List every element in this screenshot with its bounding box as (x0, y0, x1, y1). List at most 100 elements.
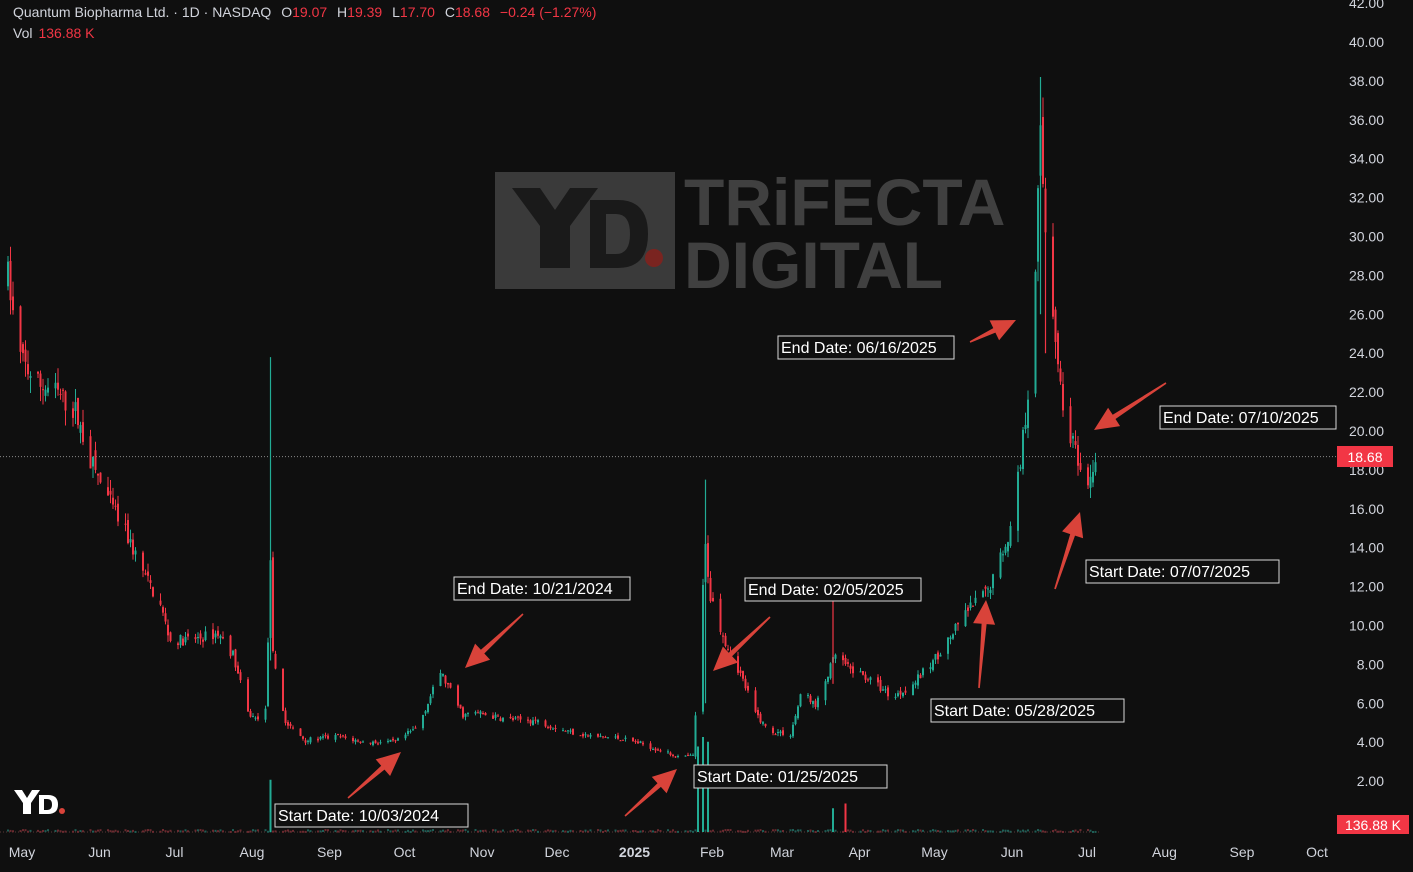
volume-bar (637, 830, 639, 833)
candle-body (144, 573, 147, 575)
candle-body (392, 738, 394, 741)
candle-body (789, 735, 792, 737)
candle-body (762, 722, 764, 724)
volume-bar (317, 830, 319, 833)
volume-bar (442, 829, 444, 832)
candle-body (284, 710, 287, 723)
volume-bar (807, 829, 809, 832)
candle-body (549, 726, 552, 729)
volume-bar (617, 830, 619, 833)
volume-bar (274, 830, 277, 833)
candle-body (772, 727, 774, 734)
volume-bar (572, 830, 574, 833)
candle-body (357, 740, 359, 742)
volume-bar (237, 830, 239, 833)
volume-bar (567, 830, 569, 833)
candle-body (904, 690, 907, 693)
volume-bar (912, 830, 914, 833)
candle-body (812, 701, 814, 704)
watermark-line1: TRiFECTA (684, 165, 1005, 239)
candle-body (867, 679, 869, 681)
volume-bar (272, 830, 274, 833)
volume-bar (797, 829, 799, 832)
candle-body (764, 723, 767, 727)
volume-bar (29, 829, 32, 832)
candle-body (657, 749, 659, 751)
volume-bar (397, 829, 399, 832)
volume-bar (494, 829, 497, 832)
candle-body (1077, 444, 1079, 466)
candle-body (492, 715, 494, 719)
volume-bar (984, 830, 987, 833)
candle-body (77, 397, 79, 426)
candle-body (164, 613, 167, 622)
low-value: 17.70 (399, 4, 435, 20)
candle-body (39, 373, 42, 387)
volume-bar (712, 829, 714, 832)
candle-body (377, 743, 379, 745)
annotation-arrow (347, 752, 401, 799)
volume-bar (144, 829, 147, 832)
candle-body (387, 741, 389, 743)
candle-body (422, 714, 424, 729)
annotation-arrow (1094, 382, 1167, 430)
volume-bar (607, 829, 609, 832)
candle-body (247, 679, 249, 712)
x-tick-label: Apr (849, 844, 871, 860)
volume-bar (659, 829, 662, 832)
close-value: 18.68 (454, 4, 491, 20)
candle-body (214, 633, 217, 638)
candle-body (1062, 384, 1064, 411)
candle-body (547, 726, 549, 728)
volume-bar (477, 830, 479, 833)
candle-body (334, 734, 337, 740)
candle-body (62, 389, 64, 391)
x-tick-label: Feb (700, 844, 724, 860)
volume-bar (1004, 829, 1007, 832)
candle-body (462, 707, 464, 718)
volume-bar (882, 829, 884, 832)
candle-body (999, 552, 1002, 578)
watermark-logo: TRiFECTA DIGITAL (495, 165, 1005, 302)
candle-body (814, 700, 817, 707)
volume-bar (1077, 830, 1079, 833)
candle-body (742, 670, 744, 679)
y-tick-label: 6.00 (1357, 695, 1384, 711)
candle-body (757, 710, 759, 716)
volume-bar (92, 830, 94, 833)
candle-body (744, 678, 747, 689)
candle-body (74, 402, 77, 411)
candle-body (824, 681, 827, 701)
candle-body (684, 755, 687, 757)
volume-bar (307, 829, 309, 832)
volume-bar (1002, 829, 1004, 832)
candle-body (1069, 406, 1072, 444)
volume-bar (764, 830, 767, 833)
candle-body (937, 652, 939, 660)
volume-bar (897, 829, 899, 832)
volume-bar (59, 830, 62, 833)
candle-body (1037, 188, 1039, 262)
candle-body (427, 703, 429, 713)
volume-bar (127, 830, 129, 833)
volume-bar (492, 829, 494, 832)
volume-bar (789, 829, 792, 832)
volume-bar (1044, 830, 1047, 833)
x-tick-label: Sep (1230, 844, 1255, 860)
volume-bar (599, 829, 602, 832)
candle-body (374, 740, 377, 744)
volume-bar (512, 829, 514, 832)
volume-bar (37, 829, 39, 832)
volume-bar (42, 829, 44, 832)
volume-bar (287, 829, 289, 832)
volume-bar (124, 829, 127, 832)
candle-body (879, 679, 882, 691)
candle-body (947, 637, 949, 654)
volume-bar (374, 830, 377, 833)
candle-body (987, 588, 989, 590)
candle-body (817, 697, 819, 708)
volume-bar (357, 829, 359, 832)
candle-body (257, 716, 259, 720)
candle-body (204, 631, 207, 641)
